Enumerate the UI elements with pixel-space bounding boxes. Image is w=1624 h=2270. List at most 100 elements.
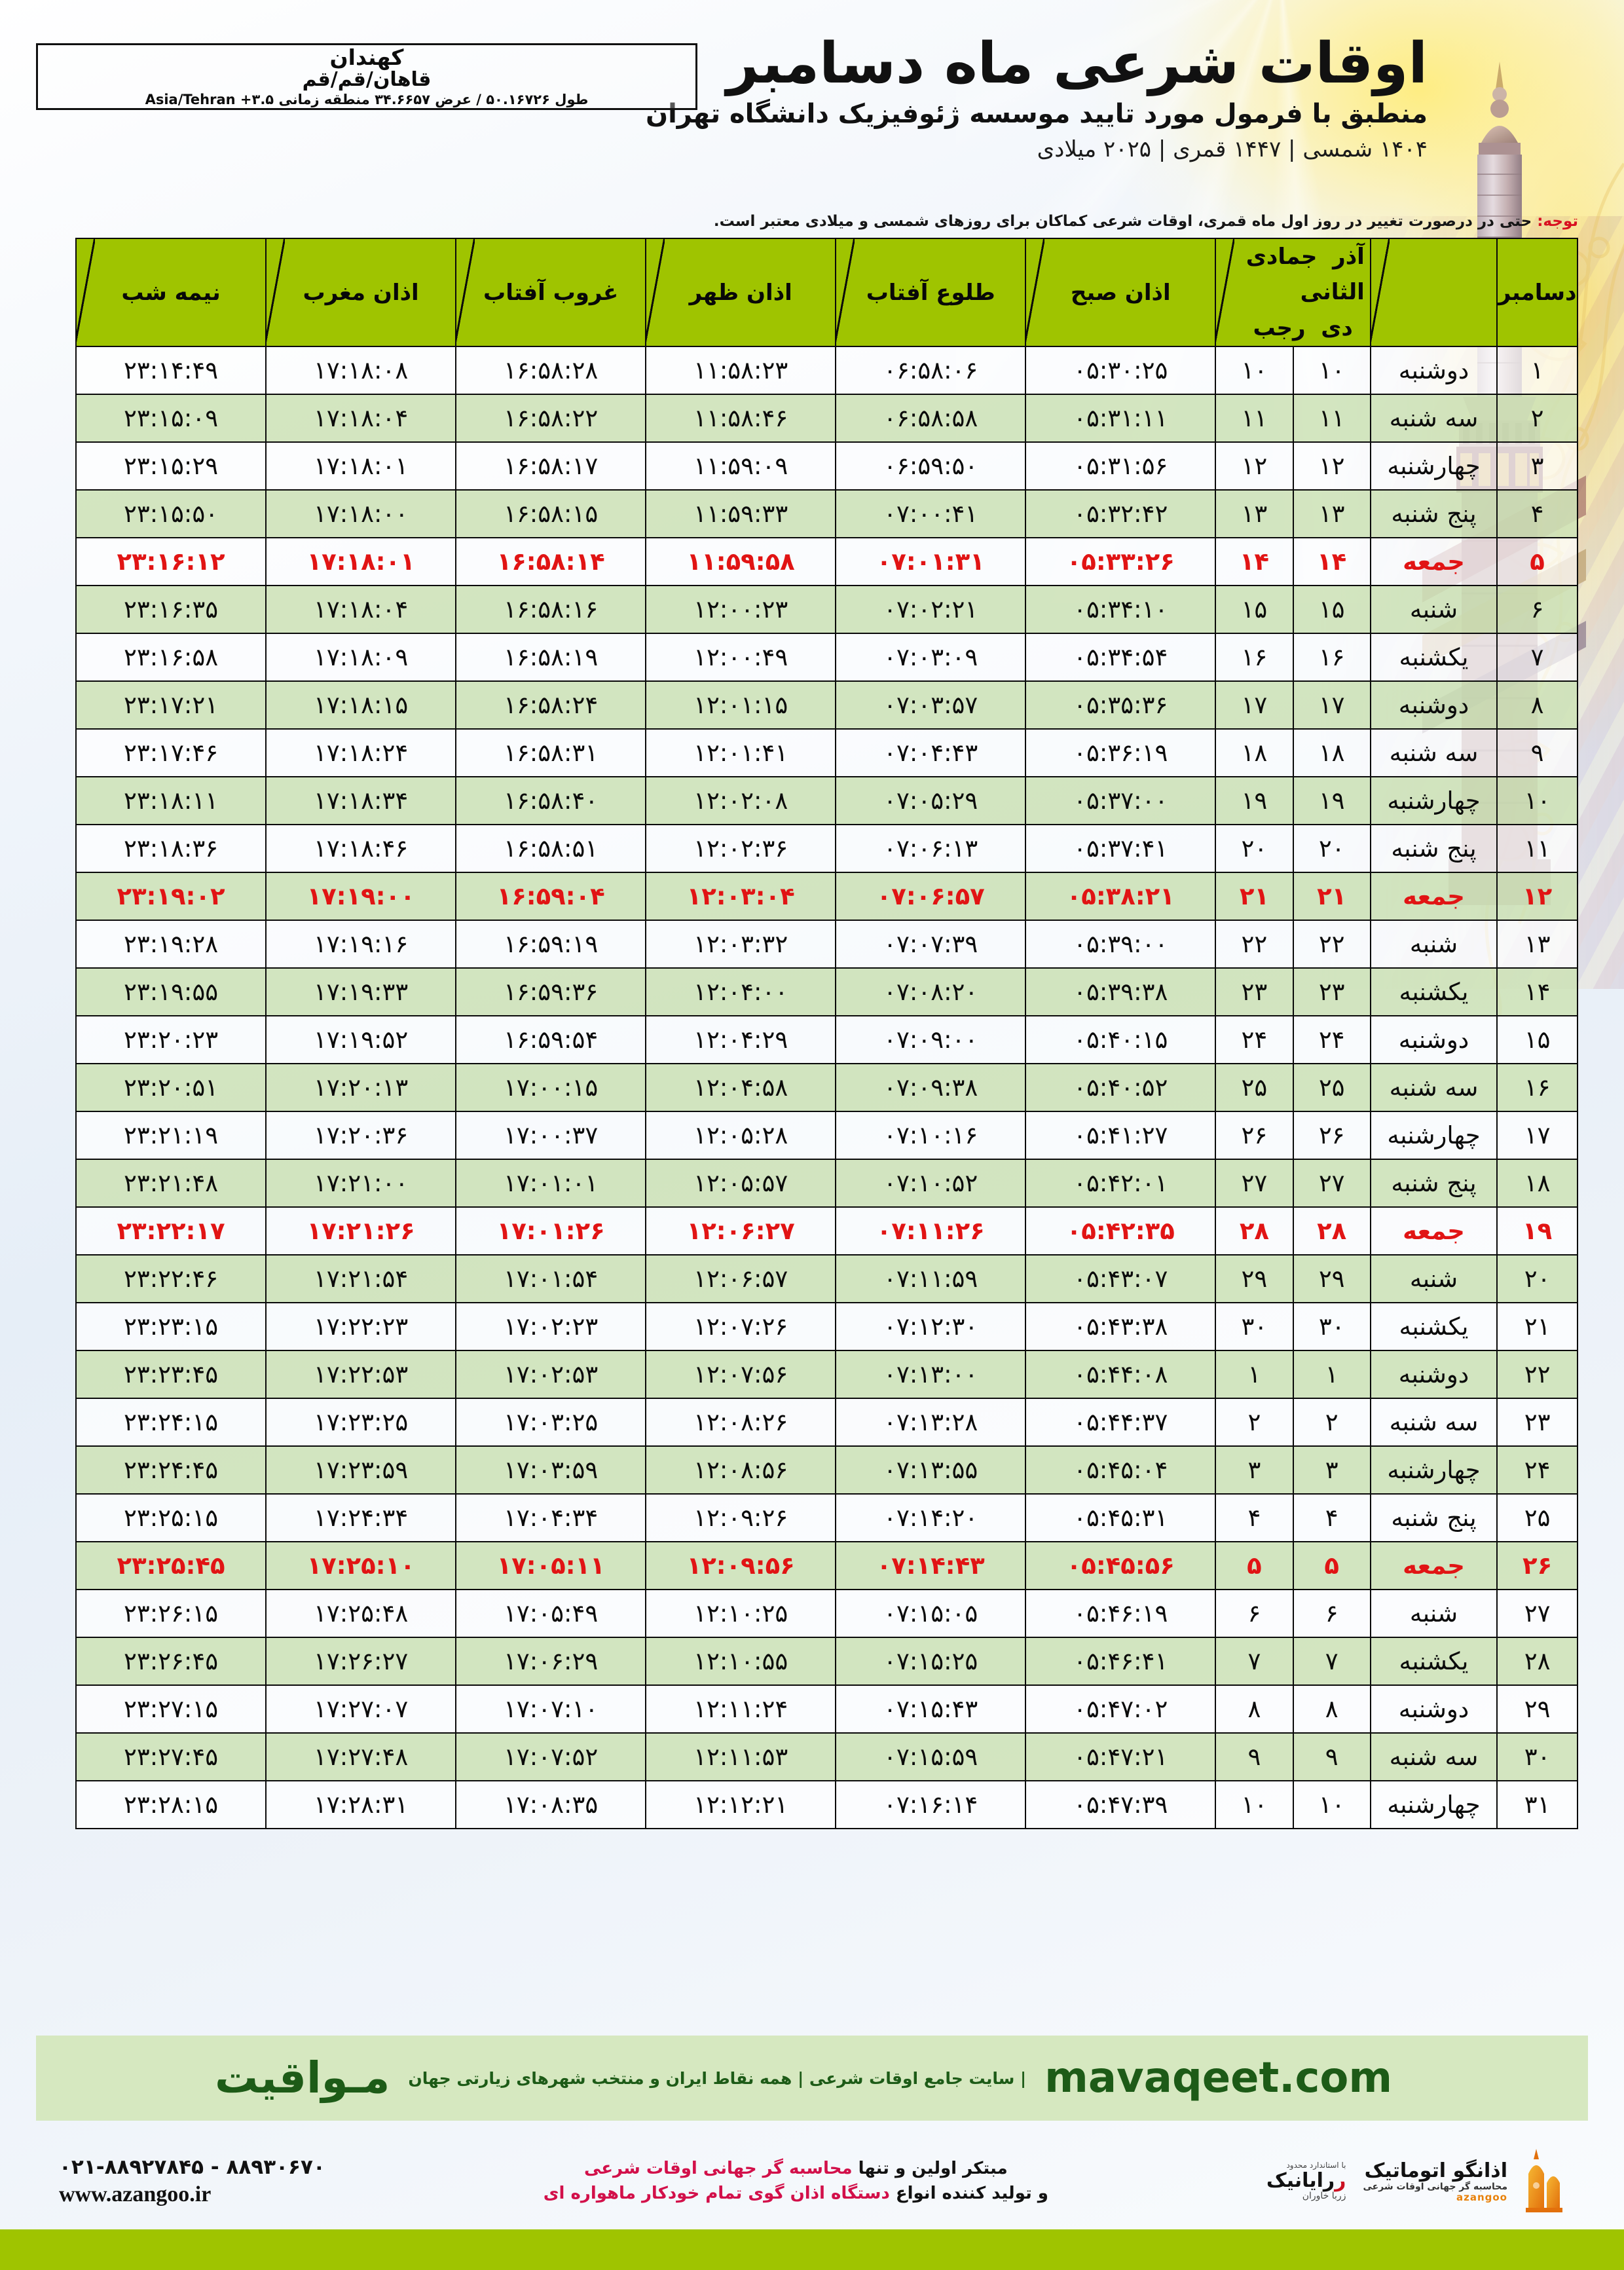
cell-maghrib: ۱۷:۲۴:۳۴: [265, 1493, 457, 1543]
calendar-note: توجه: حتی در درصورت تغییر در روز اول ماه…: [46, 213, 1578, 231]
sponsor-logos: اذانگو اتوماتیک محاسبه گر جهانی اوقات شر…: [1266, 2148, 1565, 2216]
col-header-shamsi-bottom: دی: [1321, 314, 1353, 341]
cell-fajr: ۰۵:۳۹:۳۸: [1025, 967, 1217, 1017]
cell-fajr: ۰۵:۳۱:۱۱: [1025, 394, 1217, 443]
cell-weekday: یکشنبه: [1369, 1302, 1498, 1352]
rayanik-accent-icon: ر: [1335, 2169, 1346, 2193]
cell-fajr: ۰۵:۴۰:۱۵: [1025, 1015, 1217, 1065]
cell-shamsi-day: ۳۰: [1292, 1302, 1371, 1352]
slogan-line-1: مبتکر اولین و تنها محاسبه گر جهانی اوقات…: [352, 2157, 1240, 2182]
cell-sunset: ۱۷:۰۷:۵۲: [455, 1732, 647, 1782]
table-row: ۱ دوشنبه ۱۰ ۱۰ ۰۵:۳۰:۲۵ ۰۶:۵۸:۰۶ ۱۱:۵۸:۲۳ ۱۶:۵۸…: [75, 346, 1578, 396]
cell-sunrise: ۰۷:۰۶:۵۷: [835, 872, 1027, 921]
cell-maghrib: ۱۷:۱۸:۰۱: [265, 441, 457, 491]
cell-midnight: ۲۳:۱۵:۵۰: [75, 489, 267, 539]
cell-weekday: سه شنبه: [1369, 728, 1498, 778]
cell-weekday: یکشنبه: [1369, 967, 1498, 1017]
cell-dhuhr: ۱۲:۰۳:۰۴: [645, 872, 837, 921]
calendar-years: ۱۴۰۴ شمسی | ۱۴۴۷ قمری | ۲۰۲۵ میلادی: [1037, 136, 1428, 162]
rayanik-title: رایانیک: [1266, 2169, 1335, 2193]
cell-dhuhr: ۱۲:۰۳:۳۲: [645, 920, 837, 969]
cell-sunset: ۱۷:۰۰:۳۷: [455, 1111, 647, 1161]
col-header-hijri-top: جمادی الثانی: [1246, 244, 1365, 306]
azango-title: اذانگو اتوماتیک: [1364, 2159, 1507, 2183]
cell-midnight: ۲۳:۱۶:۳۵: [75, 585, 267, 635]
cell-dhuhr: ۱۲:۰۷:۲۶: [645, 1302, 837, 1352]
cell-midnight: ۲۳:۲۳:۴۵: [75, 1350, 267, 1400]
cell-fajr: ۰۵:۴۵:۳۱: [1025, 1493, 1217, 1543]
cell-gregorian-day: ۵: [1496, 537, 1578, 587]
cell-shamsi-day: ۲۷: [1292, 1159, 1371, 1208]
brand-name-fa: مـواقیت: [214, 2053, 390, 2103]
cell-shamsi-day: ۱۷: [1292, 680, 1371, 730]
cell-gregorian-day: ۱۴: [1496, 967, 1578, 1017]
cell-sunset: ۱۶:۵۸:۵۱: [455, 824, 647, 874]
cell-sunrise: ۰۷:۱۵:۵۹: [835, 1732, 1027, 1782]
rayanik-logo[interactable]: با استاندارد محدود ررایانیک زربا خاوران: [1266, 2161, 1346, 2202]
cell-midnight: ۲۳:۱۷:۲۱: [75, 680, 267, 730]
cell-hijri-day: ۲: [1215, 1398, 1294, 1447]
cell-sunrise: ۰۷:۰۹:۰۰: [835, 1015, 1027, 1065]
col-header-weekday: [1369, 237, 1498, 348]
cell-midnight: ۲۳:۲۱:۴۸: [75, 1159, 267, 1208]
col-header-fajr: اذان صبح: [1025, 237, 1217, 348]
cell-maghrib: ۱۷:۱۹:۵۲: [265, 1015, 457, 1065]
cell-dhuhr: ۱۲:۰۶:۲۷: [645, 1206, 837, 1256]
table-row: ۳ چهارشنبه ۱۲ ۱۲ ۰۵:۳۱:۵۶ ۰۶:۵۹:۵۰ ۱۱:۵۹:۰۹ ۱۶:…: [75, 441, 1578, 491]
azango-logo[interactable]: اذانگو اتوماتیک محاسبه گر جهانی اوقات شر…: [1363, 2148, 1565, 2216]
cell-midnight: ۲۳:۱۶:۱۲: [75, 537, 267, 587]
cell-sunset: ۱۶:۵۸:۱۵: [455, 489, 647, 539]
cell-sunset: ۱۷:۰۴:۳۴: [455, 1493, 647, 1543]
cell-gregorian-day: ۱۹: [1496, 1206, 1578, 1256]
cell-maghrib: ۱۷:۱۹:۰۰: [265, 872, 457, 921]
cell-shamsi-day: ۵: [1292, 1541, 1371, 1591]
cell-maghrib: ۱۷:۲۱:۵۴: [265, 1254, 457, 1304]
location-path: قاهان/قم/قم: [302, 67, 432, 91]
title-block: اوقات شرعی ماه دسامبر منطبق با فرمول مور…: [498, 35, 1428, 162]
cell-midnight: ۲۳:۲۲:۴۶: [75, 1254, 267, 1304]
col-header-sunrise: طلوع آفتاب: [835, 237, 1027, 348]
cell-sunrise: ۰۷:۱۱:۵۹: [835, 1254, 1027, 1304]
cell-gregorian-day: ۱۷: [1496, 1111, 1578, 1161]
table-row: ۱۷ چهارشنبه ۲۶ ۲۶ ۰۵:۴۱:۲۷ ۰۷:۱۰:۱۶ ۱۲:۰۵:۲۸ ۱۷…: [75, 1111, 1578, 1161]
cell-gregorian-day: ۱۶: [1496, 1063, 1578, 1113]
azango-logo-text: اذانگو اتوماتیک محاسبه گر جهانی اوقات شر…: [1363, 2159, 1507, 2203]
cell-gregorian-day: ۳۰: [1496, 1732, 1578, 1782]
table-row: ۹ سه شنبه ۱۸ ۱۸ ۰۵:۳۶:۱۹ ۰۷:۰۴:۴۳ ۱۲:۰۱:۴۱ ۱۶:۵…: [75, 728, 1578, 778]
cell-fajr: ۰۵:۴۷:۳۹: [1025, 1780, 1217, 1830]
table-row: ۲۵ پنج شنبه ۴ ۴ ۰۵:۴۵:۳۱ ۰۷:۱۴:۲۰ ۱۲:۰۹:۲۶ ۱۷:۰…: [75, 1493, 1578, 1543]
cell-shamsi-day: ۱: [1292, 1350, 1371, 1400]
contact-website[interactable]: www.azangoo.ir: [59, 2182, 212, 2207]
cell-gregorian-day: ۳۱: [1496, 1780, 1578, 1830]
cell-weekday: چهارشنبه: [1369, 776, 1498, 826]
contact-phone[interactable]: ۰۲۱-۸۸۹۲۷۸۴۵ - ۸۸۹۳۰۶۷۰: [59, 2155, 325, 2179]
cell-dhuhr: ۱۲:۰۷:۵۶: [645, 1350, 837, 1400]
cell-maghrib: ۱۷:۲۳:۲۵: [265, 1398, 457, 1447]
slogan-line-1-accent: محاسبه گر جهانی اوقات شرعی: [583, 2159, 853, 2179]
cell-dhuhr: ۱۲:۰۴:۵۸: [645, 1063, 837, 1113]
cell-shamsi-day: ۱۹: [1292, 776, 1371, 826]
cell-shamsi-day: ۱۳: [1292, 489, 1371, 539]
cell-hijri-day: ۱۷: [1215, 680, 1294, 730]
cell-weekday: دوشنبه: [1369, 1015, 1498, 1065]
brand-website[interactable]: mavaqeet.com: [1044, 2054, 1393, 2102]
col-header-hijri-bottom: رجب: [1253, 314, 1306, 341]
cell-dhuhr: ۱۲:۰۹:۵۶: [645, 1541, 837, 1591]
sponsor-slogan: مبتکر اولین و تنها محاسبه گر جهانی اوقات…: [325, 2157, 1266, 2206]
cell-weekday: پنج شنبه: [1369, 1159, 1498, 1208]
cell-shamsi-day: ۲۵: [1292, 1063, 1371, 1113]
cell-weekday: چهارشنبه: [1369, 1780, 1498, 1830]
table-row: ۱۶ سه شنبه ۲۵ ۲۵ ۰۵:۴۰:۵۲ ۰۷:۰۹:۳۸ ۱۲:۰۴:۵۸ ۱۷:…: [75, 1063, 1578, 1113]
cell-sunrise: ۰۷:۰۵:۲۹: [835, 776, 1027, 826]
cell-midnight: ۲۳:۲۸:۱۵: [75, 1780, 267, 1830]
table-row: ۲۱ یکشنبه ۳۰ ۳۰ ۰۵:۴۳:۳۸ ۰۷:۱۲:۳۰ ۱۲:۰۷:۲۶ ۱۷:۰…: [75, 1302, 1578, 1352]
cell-shamsi-day: ۱۱: [1292, 394, 1371, 443]
cell-maghrib: ۱۷:۱۸:۴۶: [265, 824, 457, 874]
cell-midnight: ۲۳:۱۷:۴۶: [75, 728, 267, 778]
cell-maghrib: ۱۷:۱۸:۰۹: [265, 633, 457, 682]
cell-midnight: ۲۳:۲۴:۴۵: [75, 1445, 267, 1495]
cell-sunrise: ۰۷:۱۲:۳۰: [835, 1302, 1027, 1352]
cell-sunrise: ۰۷:۱۴:۴۳: [835, 1541, 1027, 1591]
cell-sunset: ۱۶:۵۸:۳۱: [455, 728, 647, 778]
cell-gregorian-day: ۲۸: [1496, 1637, 1578, 1686]
